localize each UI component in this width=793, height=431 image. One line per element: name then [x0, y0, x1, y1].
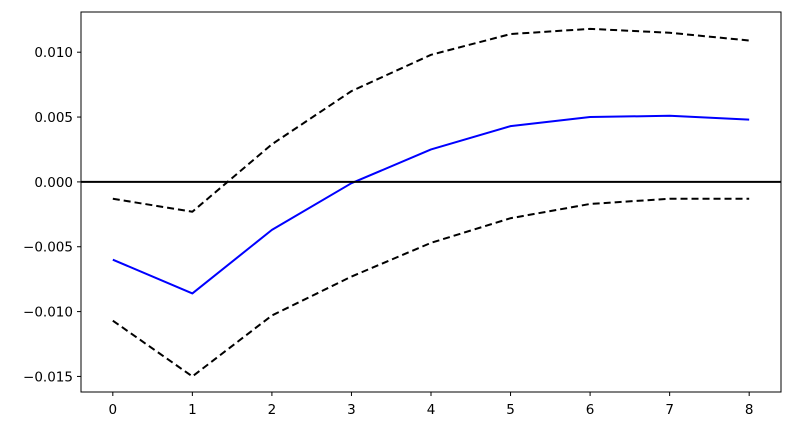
plot-background: [81, 12, 781, 392]
series-layer: [112, 27, 750, 378]
x-axis: 0 1 2 3 4 5 6 7 8: [109, 392, 754, 418]
x-tick-label: 4: [427, 402, 436, 418]
y-tick-label: 0.010: [34, 45, 73, 61]
y-tick-label: 0.005: [34, 110, 73, 126]
series-upper-band-line: [112, 27, 750, 213]
x-tick-label: 0: [109, 402, 118, 418]
x-tick-label: 3: [347, 402, 356, 418]
series-lower-band-line: [112, 197, 750, 378]
y-tick-label: −0.005: [23, 240, 73, 256]
y-tick-label: 0.000: [34, 175, 73, 191]
series-response-line: [112, 114, 750, 295]
x-tick-label: 7: [665, 402, 674, 418]
x-tick-label: 5: [506, 402, 515, 418]
y-tick-label: −0.015: [23, 369, 73, 385]
x-tick-label: 1: [188, 402, 197, 418]
x-tick-label: 6: [586, 402, 595, 418]
x-tick-label: 8: [745, 402, 754, 418]
y-tick-label: −0.010: [23, 305, 73, 321]
y-axis: 0.010 0.005 0.000 −0.005 −0.010 −0.015: [23, 45, 81, 385]
x-tick-label: 2: [268, 402, 277, 418]
